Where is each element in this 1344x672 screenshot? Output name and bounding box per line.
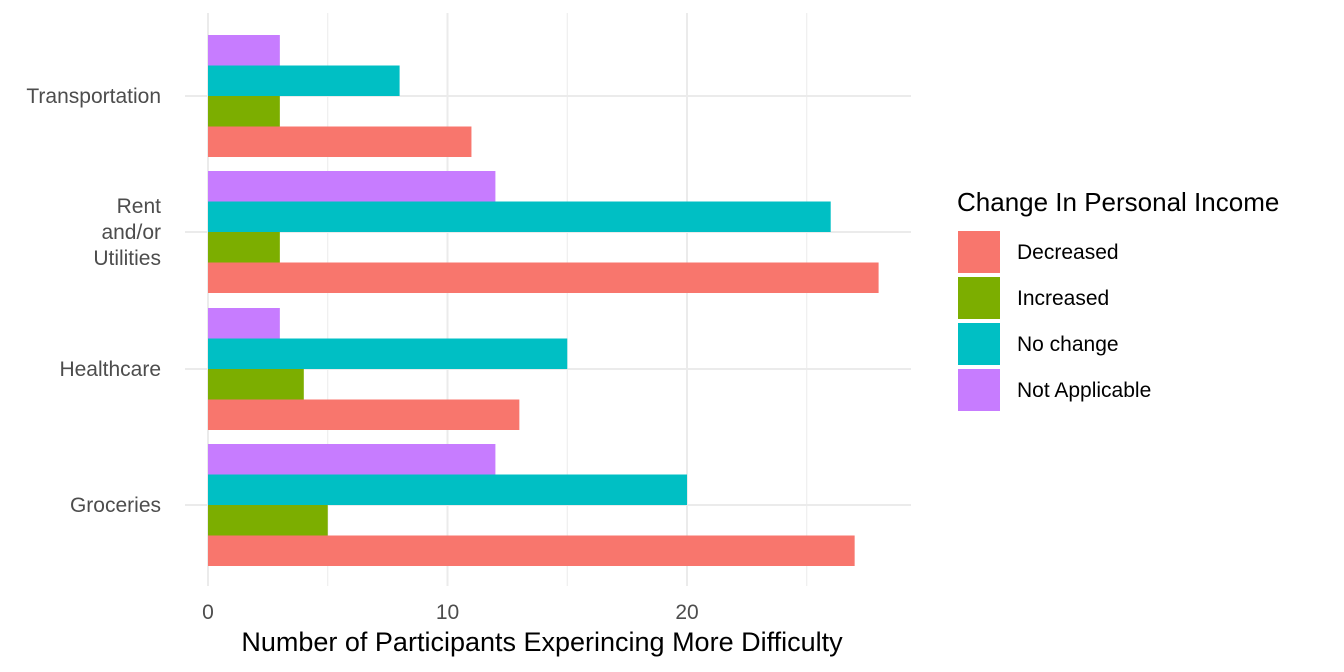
legend-label: No change (1017, 333, 1119, 356)
category-label: Transportation (26, 85, 161, 108)
category-label: Healthcare (59, 358, 161, 381)
bar-decreased-transportation (208, 126, 472, 157)
legend-title: Change In Personal Income (957, 187, 1279, 217)
bar-increased-rent-and-or-utilities (208, 232, 280, 263)
bar-decreased-groceries (208, 535, 855, 566)
legend-key (958, 277, 1000, 319)
legend-label: Increased (1017, 287, 1109, 310)
bar-increased-groceries (208, 505, 328, 536)
bar-increased-transportation (208, 96, 280, 127)
bar-not-applicable-groceries (208, 444, 496, 475)
bar-increased-healthcare (208, 369, 304, 400)
bars (208, 35, 879, 566)
legend: Change In Personal Income Decreased Incre… (957, 187, 1279, 411)
bar-no-change-groceries (208, 474, 687, 505)
legend-label: Not Applicable (1017, 379, 1151, 402)
x-tick-labels: 0 10 20 (202, 601, 699, 624)
bar-no-change-rent-and-or-utilities (208, 201, 831, 232)
x-axis-title: Number of Participants Experincing More … (241, 627, 843, 657)
bar-not-applicable-healthcare (208, 308, 280, 339)
bar-not-applicable-rent-and-or-utilities (208, 171, 496, 202)
legend-key (958, 369, 1000, 411)
legend-key (958, 323, 1000, 365)
category-labels: Groceries Healthcare Rent and/or Utilities Tr… (26, 85, 161, 517)
x-tick-label: 0 (202, 601, 214, 624)
legend-key (958, 231, 1000, 273)
category-label: Rent and/or Utilities (93, 195, 161, 270)
bar-decreased-healthcare (208, 399, 520, 430)
category-label: Groceries (70, 494, 161, 517)
x-tick-label: 20 (675, 601, 698, 624)
legend-label: Decreased (1017, 241, 1119, 264)
bar-not-applicable-transportation (208, 35, 280, 66)
x-tick-label: 10 (436, 601, 459, 624)
bar-decreased-rent-and-or-utilities (208, 262, 879, 293)
bar-no-change-transportation (208, 65, 400, 96)
bar-no-change-healthcare (208, 338, 568, 369)
